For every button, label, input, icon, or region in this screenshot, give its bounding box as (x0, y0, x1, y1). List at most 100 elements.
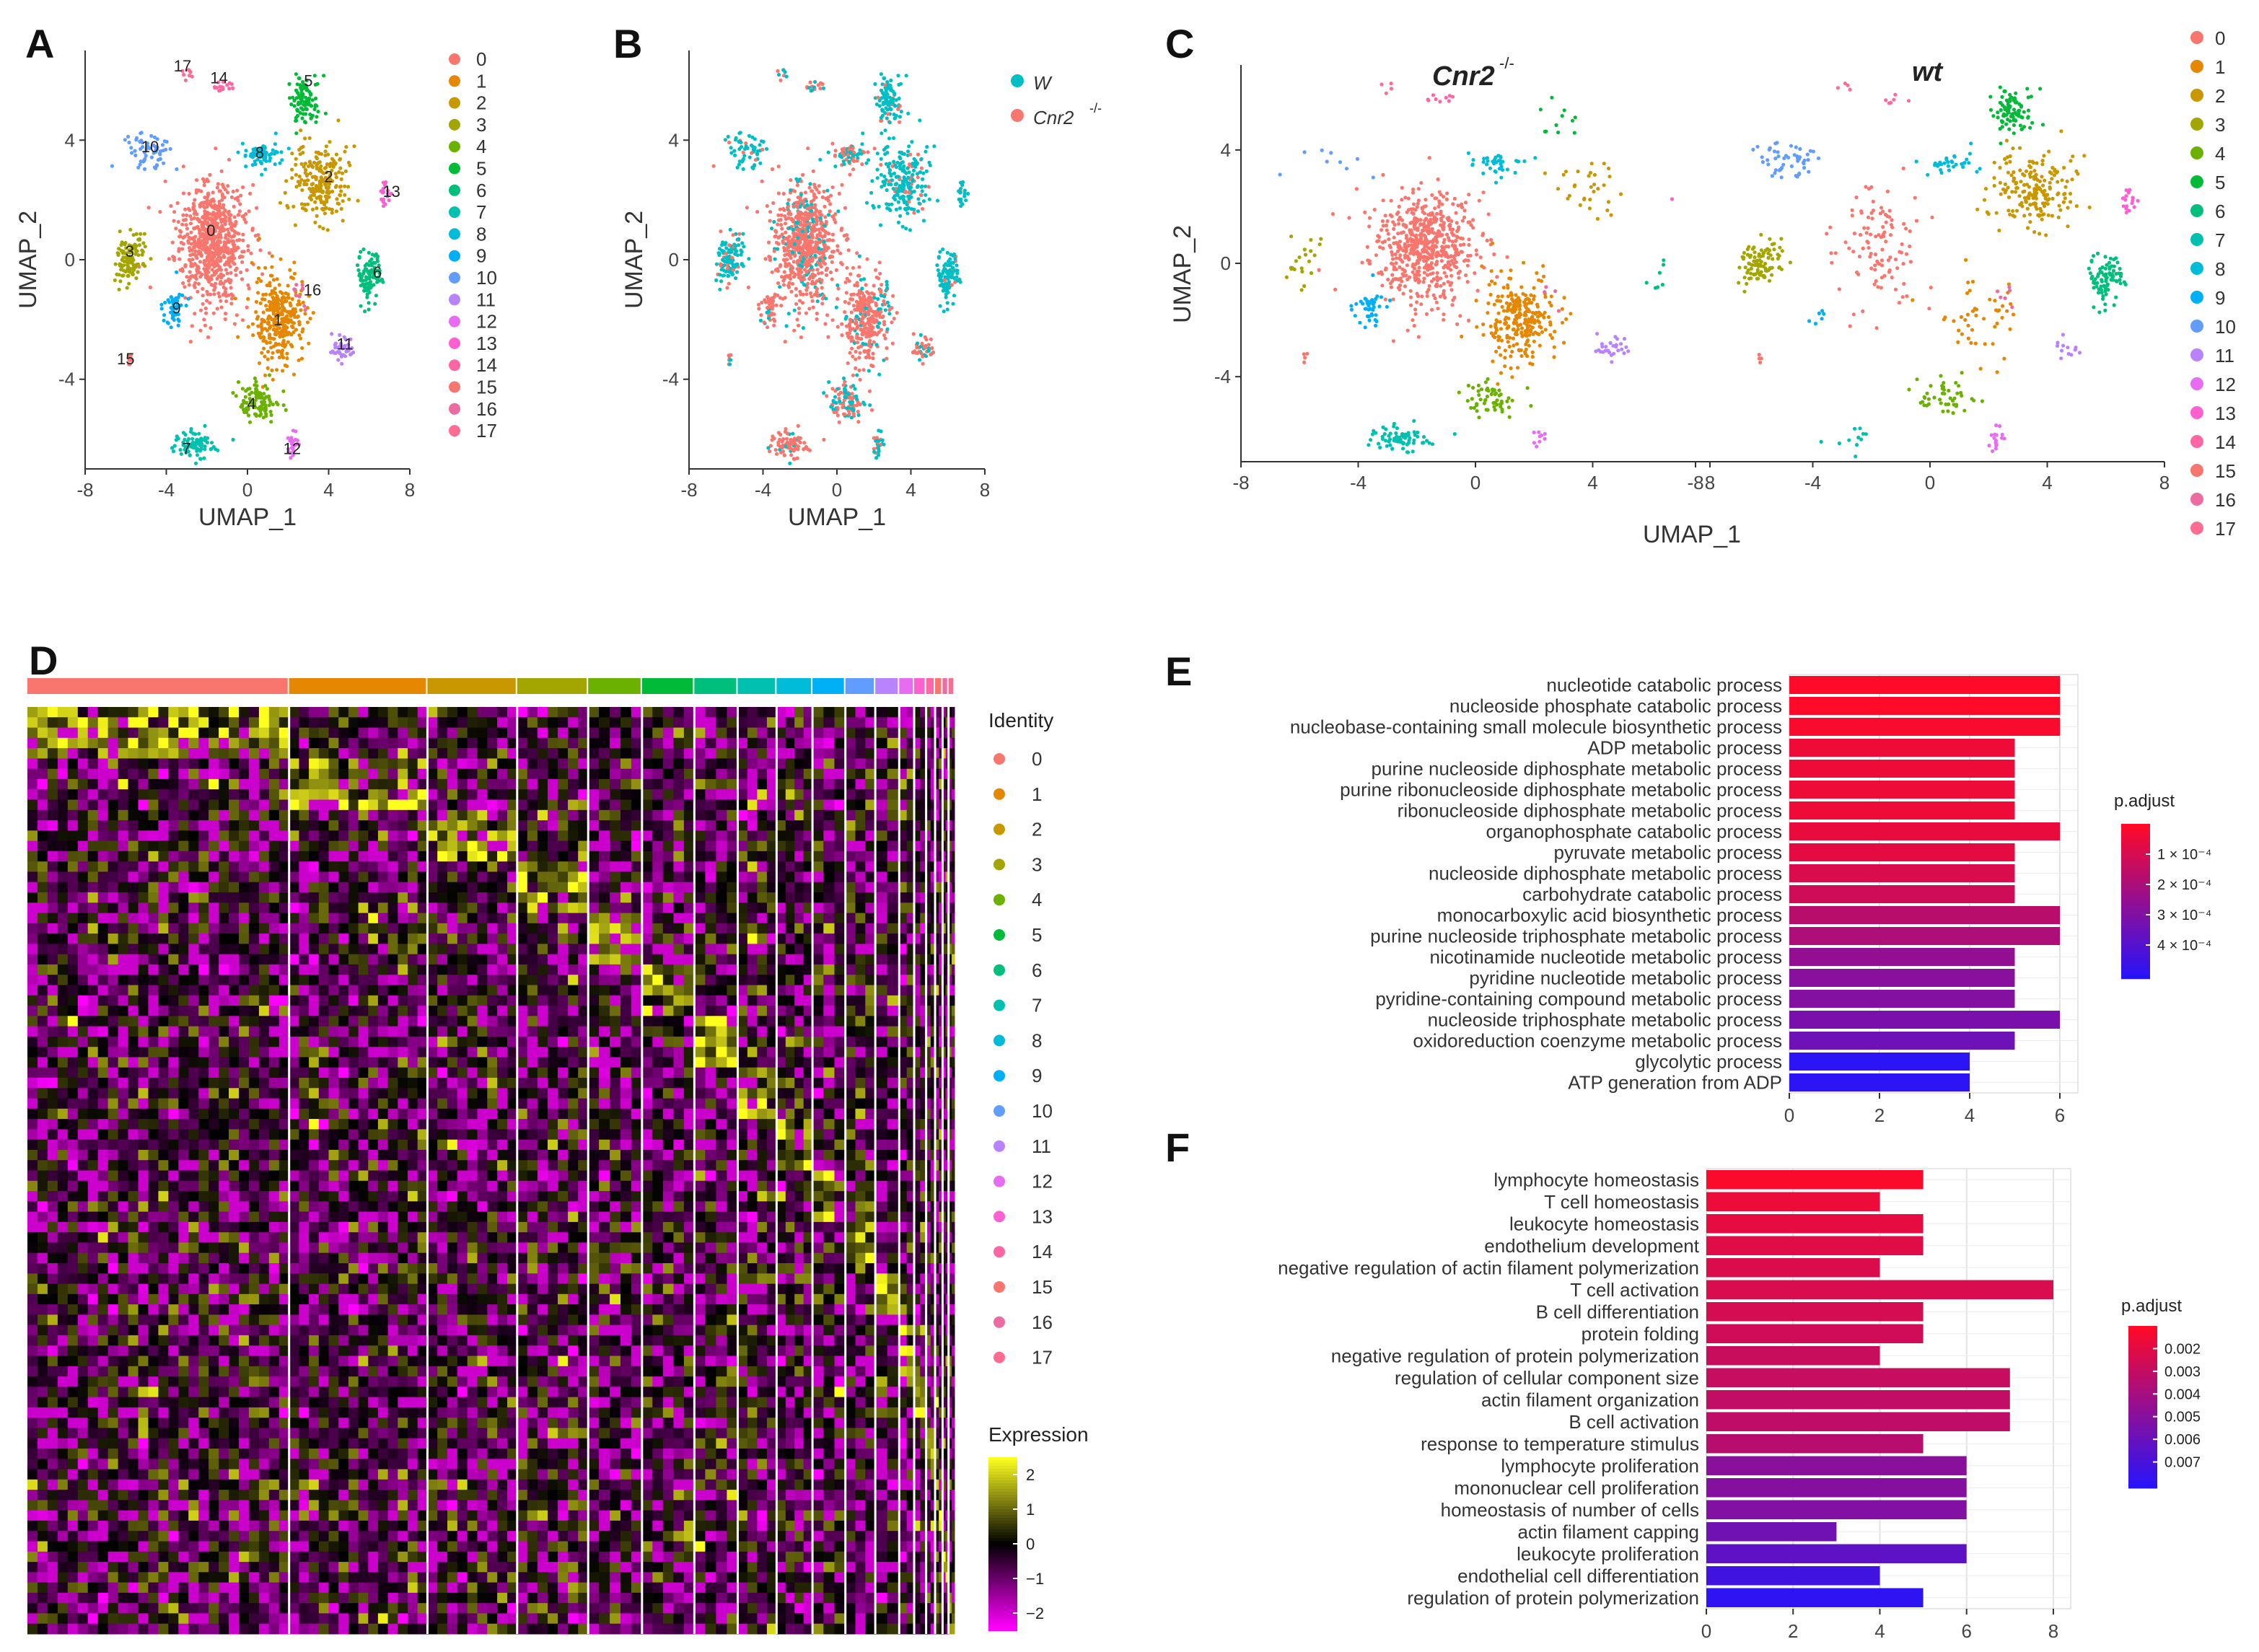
scatter-point (308, 317, 312, 321)
scatter-point (297, 294, 302, 299)
scatter-point (232, 249, 236, 253)
scatter-point (225, 271, 229, 276)
scatter-point (865, 290, 869, 294)
scatter-point (264, 304, 268, 308)
scatter-point (203, 179, 208, 183)
scatter-point (776, 431, 781, 435)
scatter-point (1513, 332, 1517, 336)
scatter-point (911, 162, 915, 166)
scatter-point (1430, 227, 1434, 231)
scatter-point (1333, 287, 1338, 291)
scatter-point (776, 267, 780, 271)
scatter-point (742, 245, 746, 249)
x-axis-title: UMAP_1 (788, 504, 886, 531)
scatter-point (1424, 216, 1429, 221)
scatter-point (768, 258, 773, 263)
scatter-point (840, 183, 844, 187)
scatter-point (291, 372, 296, 377)
scatter-point (782, 276, 786, 281)
scatter-point (334, 175, 338, 180)
legend-label: 0 (476, 48, 486, 70)
scatter-point (889, 183, 893, 187)
scatter-point (727, 353, 731, 358)
scatter-point (962, 194, 967, 198)
scatter-point (1455, 229, 1460, 234)
scatter-point (1496, 294, 1501, 299)
scatter-point (945, 301, 949, 305)
scatter-point (298, 180, 302, 185)
scatter-point (359, 304, 363, 308)
scatter-point (286, 292, 290, 296)
scatter-point (760, 179, 764, 183)
scatter-point (283, 333, 287, 338)
scatter-point (1499, 353, 1503, 357)
scatter-point (885, 356, 889, 361)
scatter-point (874, 343, 879, 347)
scatter-point (250, 227, 255, 231)
scatter-point (224, 215, 228, 219)
scatter-point (1422, 271, 1426, 275)
scatter-point (163, 300, 167, 304)
scatter-point (266, 349, 271, 354)
scatter-point (724, 251, 728, 255)
scatter-point (1503, 356, 1507, 360)
scatter-point (945, 287, 949, 291)
scatter-point (1449, 254, 1453, 258)
scatter-point (227, 240, 231, 245)
scatter-point (160, 143, 165, 147)
scatter-point (143, 157, 147, 161)
scatter-point (281, 304, 285, 309)
scatter-point (815, 312, 819, 316)
scatter-point (142, 232, 146, 236)
legend-label: 3 (476, 114, 486, 136)
scatter-point (260, 172, 264, 177)
scatter-point (1379, 228, 1384, 232)
scatter-point (215, 257, 219, 262)
scatter-point (201, 214, 206, 219)
scatter-point (273, 320, 278, 325)
scatter-point (843, 412, 847, 416)
scatter-point (210, 219, 214, 224)
scatter-point (339, 206, 343, 211)
scatter-point (858, 403, 862, 407)
scatter-point (820, 195, 825, 199)
scatter-point (885, 80, 890, 84)
scatter-point (861, 313, 865, 317)
scatter-point (820, 271, 824, 275)
scatter-point (846, 361, 850, 365)
cluster-label: 3 (126, 242, 134, 260)
scatter-point (1542, 274, 1546, 278)
scatter-point (300, 188, 304, 193)
scatter-point (291, 321, 296, 325)
scatter-point (224, 299, 229, 304)
scatter-point (259, 331, 263, 335)
scatter-point (733, 153, 737, 157)
scatter-point (1525, 302, 1529, 306)
scatter-point (224, 279, 228, 284)
scatter-point (320, 190, 325, 195)
scatter-point (268, 284, 272, 288)
scatter-point (770, 227, 774, 231)
scatter-point (294, 283, 299, 287)
scatter-point (854, 314, 859, 319)
scatter-point (826, 213, 830, 217)
scatter-point (719, 263, 723, 267)
legend-dot (449, 425, 460, 437)
scatter-point (774, 452, 779, 456)
scatter-point (1460, 202, 1464, 206)
scatter-point (1494, 318, 1499, 322)
scatter-point (217, 294, 221, 299)
scatter-point (912, 211, 916, 215)
scatter-point (797, 179, 801, 183)
scatter-point (864, 161, 869, 165)
scatter-point (275, 368, 279, 372)
scatter-point (223, 317, 227, 322)
scatter-point (859, 337, 863, 341)
scatter-point (821, 86, 825, 90)
scatter-point (330, 211, 334, 215)
scatter-point (362, 285, 367, 289)
scatter-point (233, 296, 237, 301)
scatter-point (193, 198, 197, 202)
scatter-point (338, 166, 343, 170)
scatter-point (297, 175, 302, 179)
